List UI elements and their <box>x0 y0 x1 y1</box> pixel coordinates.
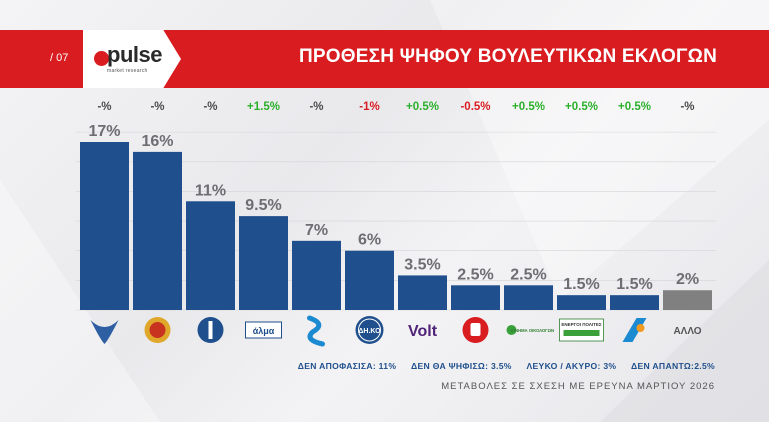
note-undecided: ΔΕΝ ΑΠΟΦΑΣΙΣΑ: 11% <box>297 361 397 371</box>
value-label-3: 11% <box>195 182 226 199</box>
leaf-icon <box>506 325 517 335</box>
bar-7 <box>398 275 447 310</box>
change-label-7: +0.5% <box>406 101 439 113</box>
bar-11 <box>610 295 659 310</box>
active-citizens-logo-text: ΕΝΕΡΓΟΙ ΠΟΛΙΤΕΣ <box>561 322 602 327</box>
other-label: ΑΛΛΟ <box>673 326 701 337</box>
note-blank: ΛΕΥΚΟ / ΑΚΥΡΟ: 3% <box>526 361 617 371</box>
bar-8 <box>451 285 500 310</box>
change-label-4: +1.5% <box>247 101 280 113</box>
value-label-9: 2.5% <box>510 266 546 283</box>
value-label-1: 17% <box>88 123 120 140</box>
change-label-11: +0.5% <box>618 101 651 113</box>
logo-text: pulse <box>107 42 162 67</box>
change-label-9: +0.5% <box>512 101 545 113</box>
party-logo-9: ΚΙΝΗΜΑ ΟΙΚΟΛΟΓΩΝ <box>506 325 554 335</box>
bar-12 <box>663 290 712 310</box>
party-logo-11 <box>622 318 647 342</box>
party-logo-7: Volt <box>408 323 438 340</box>
value-label-11: 1.5% <box>616 276 652 293</box>
volt-logo-text: Volt <box>408 323 438 340</box>
header-banner: / 07 pulse market research ΠΡΟΘΕΣΗ ΨΗΦΟΥ… <box>0 30 769 88</box>
party-logo-12: ΑΛΛΟ <box>673 326 701 337</box>
bar-9 <box>504 285 553 310</box>
page-number: / 07 <box>50 52 69 64</box>
pulse-logo: pulse market research <box>83 30 181 88</box>
bar-1 <box>80 142 129 310</box>
note-no-answer: ΔΕΝ ΑΠΑΝΤΩ:2.5% <box>631 361 715 371</box>
wings-icon <box>90 320 119 344</box>
logo-subtext: market research <box>107 68 148 74</box>
value-label-4: 9.5% <box>245 197 281 214</box>
party-logo-10: ΕΝΕΡΓΟΙ ΠΟΛΙΤΕΣ <box>559 318 604 342</box>
value-labels: 17% 16% 11% 9.5% 7% 6% 3.5% 2.5% 2.5% 1.5% 1.5% 2% <box>88 123 699 293</box>
party-logo-4: άλμα <box>245 321 282 339</box>
change-label-6: -1% <box>359 101 379 113</box>
party-logo-8 <box>462 317 489 343</box>
diko-logo-text: ΔΗ.ΚΟ <box>358 328 381 335</box>
value-label-7: 3.5% <box>404 256 440 273</box>
party-logo-6: ΔΗ.ΚΟ <box>355 316 384 344</box>
change-label-5: -% <box>309 101 323 113</box>
alma-logo-icon <box>245 321 282 339</box>
bar-2 <box>133 151 182 310</box>
diko-logo-icon <box>355 316 384 344</box>
value-label-12: 2% <box>676 271 699 288</box>
change-label-8: -0.5% <box>460 101 490 113</box>
bar-3 <box>186 201 235 310</box>
party-logo-2 <box>144 317 171 343</box>
bar-5 <box>292 240 341 310</box>
ecologists-logo-text: ΚΙΝΗΜΑ ΟΙΚΟΛΟΓΩΝ <box>511 328 554 333</box>
value-label-5: 7% <box>305 222 328 239</box>
bars <box>80 142 712 310</box>
logo-dot-icon <box>94 51 109 66</box>
change-label-3: -% <box>203 101 217 113</box>
bar-6 <box>345 250 394 310</box>
vote-intention-chart: -% -% -% +1.5% -% -1% +0.5% -0.5% +0.5% +0.5% +0.5… <box>76 101 716 347</box>
change-label-10: +0.5% <box>565 101 598 113</box>
change-label-12: -% <box>680 101 694 113</box>
alma-logo-text: άλμα <box>253 326 275 336</box>
value-label-8: 2.5% <box>457 266 493 283</box>
change-labels: -% -% -% +1.5% -% -1% +0.5% -0.5% +0.5% +0.5% +0.5… <box>97 101 694 113</box>
party-logo-5 <box>307 315 325 347</box>
value-label-10: 1.5% <box>563 276 599 293</box>
change-label-2: -% <box>150 101 164 113</box>
note-wont-vote: ΔΕΝ ΘΑ ΨΗΦΙΣΩ: 3.5% <box>411 361 512 371</box>
bar-10 <box>557 295 606 310</box>
chart-grid <box>76 131 716 311</box>
value-label-2: 16% <box>141 133 173 150</box>
bar-4 <box>239 216 288 310</box>
notes-line: ΔΕΝ ΑΠΟΦΑΣΙΣΑ: 11% ΔΕΝ ΘΑ ΨΗΦΙΣΩ: 3.5% Λ… <box>286 361 715 371</box>
value-label-6: 6% <box>358 232 381 249</box>
change-label-1: -% <box>97 101 111 113</box>
page-title: ΠΡΟΘΕΣΗ ΨΗΦΟΥ ΒΟΥΛΕΥΤΙΚΩΝ ΕΚΛΟΓΩΝ <box>298 46 717 67</box>
party-logo-1 <box>90 320 119 344</box>
comparison-note: ΜΕΤΑΒΟΛΕΣ ΣΕ ΣΧΕΣΗ ΜΕ ΕΡΕΥΝΑ ΜΑΡΤΙΟΥ 202… <box>441 381 715 392</box>
party-logo-3 <box>197 317 224 343</box>
amesi-mark-icon <box>307 315 325 347</box>
party-logos: άλμα ΔΗ.ΚΟ Volt ΚΙΝΗΜΑ ΟΙΚΟΛΟΓΩΝ ΕΝΕΡΓΟΙ ΠΟΛ… <box>90 315 702 347</box>
